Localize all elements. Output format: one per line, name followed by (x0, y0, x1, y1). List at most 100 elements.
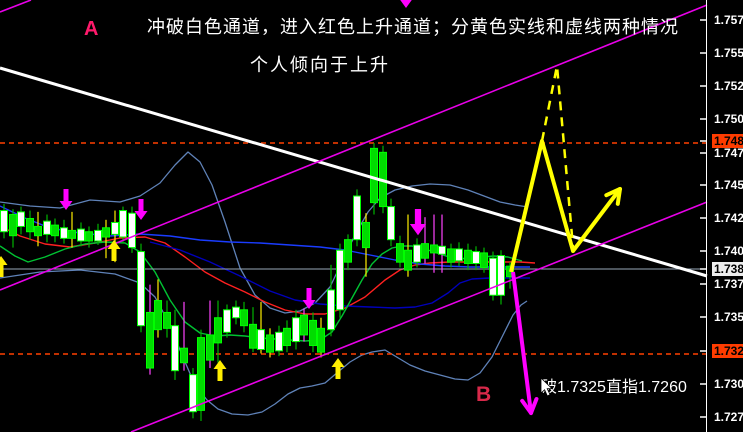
candle-body (137, 251, 145, 327)
candle-body (464, 249, 472, 264)
axis-label-1.7450: 1.7450 (714, 178, 743, 192)
magenta-channel-top-sliver (0, 0, 32, 13)
candle-body (94, 229, 102, 242)
magenta-channel-upper (0, 4, 708, 291)
candle-body (480, 252, 488, 268)
magenta-breakdown-arrow-head (520, 398, 533, 415)
candle-body (128, 212, 136, 249)
axis-label-1.7425: 1.7425 (714, 211, 743, 225)
up-arrow-icon (0, 256, 8, 277)
candle-body (387, 206, 395, 241)
candle-body (275, 331, 283, 352)
candle-body (249, 323, 257, 349)
candle-body (309, 319, 317, 347)
candle-body (396, 243, 404, 263)
candle-body (489, 257, 497, 296)
candle-body (317, 327, 325, 353)
candle-body (292, 317, 300, 343)
down-arrow-icon (302, 288, 316, 309)
candle-body (197, 337, 205, 411)
axis-label-1.7575: 1.7575 (714, 13, 743, 27)
down-arrow-icon (409, 209, 427, 236)
annotation-title-line1: 冲破白色通道，进入红色上升通道；分黄色实线和虚线两种情况 (147, 17, 679, 37)
candle-body (404, 249, 412, 271)
candle-body (336, 249, 344, 311)
axis-label-1.7275: 1.7275 (714, 410, 743, 424)
axis-label-1.7500: 1.7500 (714, 112, 743, 126)
axis-label-1.7300: 1.7300 (714, 377, 743, 391)
down-arrow-icon (59, 189, 73, 210)
candle-body (421, 243, 429, 259)
candle-body (430, 244, 438, 254)
candle-body (189, 374, 197, 413)
candle-body (154, 300, 162, 331)
mouse-cursor (540, 377, 553, 397)
ma-red (0, 225, 536, 315)
candle-body (362, 221, 370, 249)
candle-body (17, 211, 25, 227)
candle-body (232, 306, 240, 319)
candle-body (51, 224, 59, 237)
candle-body (283, 327, 291, 347)
candle-body (77, 228, 85, 242)
candle-body (111, 221, 119, 235)
candle-body (68, 229, 76, 239)
candle-body (0, 210, 8, 233)
axis-label-1.7375: 1.7375 (714, 277, 743, 291)
axis-label-1.7325: 1.7325 (712, 344, 743, 358)
candle-body (438, 245, 446, 255)
candle-body (43, 220, 51, 235)
candle-body (119, 210, 127, 238)
candle-body (223, 309, 231, 333)
candle-body (455, 248, 463, 262)
candle-body (266, 334, 274, 353)
candle-body (300, 314, 308, 336)
yellow-dashed-scenario (540, 64, 575, 248)
magenta-breakdown-arrow (511, 271, 533, 414)
price-axis-line (706, 0, 707, 432)
axis-label-1.7389: 1.7389 (712, 262, 743, 276)
point-label-a: A (84, 18, 99, 40)
candle-body (447, 248, 455, 263)
candle-body (9, 214, 17, 237)
candle-body (413, 244, 421, 263)
yellow-solid-scenario (509, 139, 622, 273)
candle-body (240, 309, 248, 327)
candle-body (344, 239, 352, 263)
yellow-solid-scenario-head (615, 187, 622, 206)
candle-body (180, 347, 188, 364)
candle-body (353, 195, 361, 241)
breakdown-note: 破1.7325直指1.7260 (541, 379, 687, 396)
axis-label-1.7550: 1.7550 (714, 46, 743, 60)
candle-body (102, 227, 110, 238)
candle-body (146, 311, 154, 369)
candle-body (214, 317, 222, 344)
white-descending-channel (0, 66, 708, 278)
candle-body (171, 325, 179, 372)
candle-body (206, 334, 214, 361)
candle-body (472, 251, 480, 264)
magenta-channel-lower (130, 201, 708, 432)
yellow-solid-scenario-head (604, 187, 622, 198)
axis-label-1.7484: 1.7484 (712, 134, 743, 148)
axis-label-1.7350: 1.7350 (714, 310, 743, 324)
ma-blue-slow (149, 241, 530, 309)
up-arrow-icon (331, 358, 345, 379)
down-arrow-icon (400, 0, 412, 8)
annotation-title-line2: 个人倾向于上升 (250, 55, 390, 75)
axis-label-1.7525: 1.7525 (714, 79, 743, 93)
up-arrow-icon (213, 360, 227, 381)
axis-label-1.7475: 1.7475 (714, 146, 743, 160)
candle-body (370, 147, 378, 204)
candle-body (257, 329, 265, 351)
up-arrow-icon (107, 240, 121, 261)
candle-body (85, 231, 93, 242)
candle-body (26, 217, 34, 233)
axis-label-1.7400: 1.7400 (714, 244, 743, 258)
candle-body (327, 289, 335, 331)
candle-body (34, 225, 42, 237)
down-arrow-icon (134, 199, 148, 220)
point-label-b: B (476, 383, 492, 406)
